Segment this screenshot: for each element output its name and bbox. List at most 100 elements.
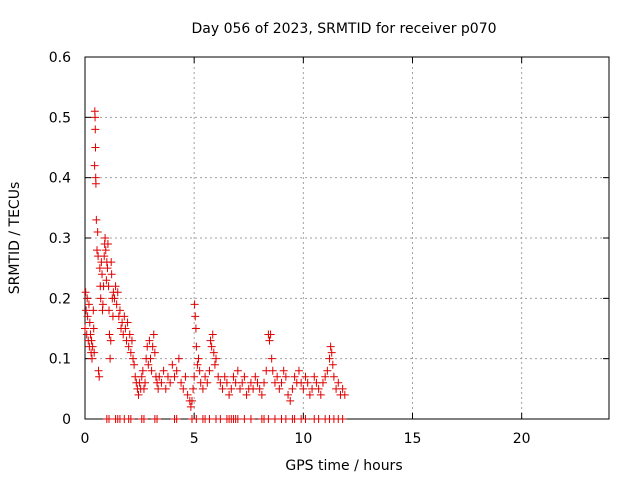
data-point: [170, 372, 179, 381]
data-point: [265, 336, 274, 345]
data-point: [268, 366, 277, 375]
data-point: [212, 354, 220, 363]
data-point: [139, 384, 148, 393]
data-point: [96, 294, 105, 303]
data-point: [303, 378, 312, 387]
data-point: [191, 312, 200, 321]
data-point: [238, 378, 247, 387]
data-point: [89, 324, 98, 333]
data-point: [107, 258, 116, 267]
data-point: [207, 342, 216, 351]
data-point: [93, 227, 102, 236]
data-point: [141, 378, 150, 387]
data-point: [187, 396, 196, 405]
data-point: [172, 366, 181, 375]
data-point: [294, 366, 303, 375]
data-point: [81, 288, 90, 297]
data-point: [225, 390, 234, 399]
x-tick-label: 20: [513, 431, 531, 447]
data-point: [218, 384, 227, 393]
data-point: [90, 348, 99, 357]
data-point: [85, 318, 94, 327]
data-point: [157, 378, 166, 387]
data-point: [161, 384, 170, 393]
data-point: [260, 378, 269, 387]
data-point: [127, 336, 136, 345]
data-point: [146, 354, 155, 363]
data-point: [267, 354, 276, 363]
x-tick-labels: 0 5 10 15 20: [81, 431, 531, 447]
data-point: [145, 336, 154, 345]
data-point: [246, 415, 255, 423]
data-point: [334, 378, 343, 387]
data-point: [310, 372, 319, 381]
data-point: [149, 330, 158, 339]
data-point: [236, 384, 245, 393]
data-point: [290, 372, 299, 381]
data-point: [88, 342, 97, 351]
data-point: [154, 384, 163, 393]
data-point: [189, 384, 198, 393]
data-point: [193, 360, 202, 369]
data-point: [94, 366, 103, 375]
data-point: [82, 306, 91, 315]
data-point: [338, 415, 347, 423]
data-point: [281, 372, 290, 381]
data-point: [190, 372, 199, 381]
data-point: [153, 415, 162, 423]
data-point: [130, 360, 139, 369]
data-point: [95, 372, 104, 381]
data-point: [227, 384, 236, 393]
data-point: [325, 354, 334, 363]
data-point: [81, 324, 89, 333]
data-point: [191, 324, 200, 333]
data-point: [286, 396, 295, 405]
data-point: [279, 366, 288, 375]
y-tick-label: 0.2: [49, 291, 71, 307]
data-point: [84, 300, 93, 309]
data-point: [112, 300, 121, 309]
data-point: [186, 402, 195, 411]
data-point: [314, 384, 323, 393]
data-point: [91, 125, 100, 134]
data-points: [81, 107, 349, 423]
data-point: [251, 372, 260, 381]
data-point: [98, 270, 107, 279]
data-point: [299, 384, 308, 393]
data-point: [111, 282, 120, 291]
data-point: [105, 330, 114, 339]
x-tick-label: 5: [190, 431, 199, 447]
data-point: [101, 234, 110, 242]
data-point: [115, 306, 124, 315]
data-point: [172, 415, 181, 423]
data-point: [305, 390, 314, 399]
data-point: [100, 252, 109, 261]
data-point: [87, 336, 96, 345]
data-point: [301, 372, 310, 381]
data-point: [87, 354, 96, 363]
data-point: [101, 246, 110, 255]
data-point: [105, 306, 114, 315]
data-point: [166, 378, 175, 387]
data-point: [209, 348, 218, 357]
data-point: [198, 384, 207, 393]
data-point: [110, 294, 119, 303]
data-point: [328, 360, 337, 369]
data-point: [208, 330, 217, 339]
data-point: [321, 372, 330, 381]
data-point: [266, 330, 275, 339]
data-point: [125, 330, 134, 339]
x-tick-label: 10: [294, 431, 312, 447]
data-point: [106, 336, 115, 345]
data-point: [257, 390, 266, 399]
data-point: [181, 372, 190, 381]
y-tick-label: 0.5: [49, 110, 71, 126]
data-point: [255, 384, 264, 393]
y-tick-label: 0.3: [49, 231, 71, 247]
data-point: [183, 390, 192, 399]
data-point: [123, 318, 132, 327]
data-point: [195, 366, 204, 375]
data-point: [148, 342, 157, 351]
data-point: [201, 372, 210, 381]
data-point: [179, 384, 188, 393]
